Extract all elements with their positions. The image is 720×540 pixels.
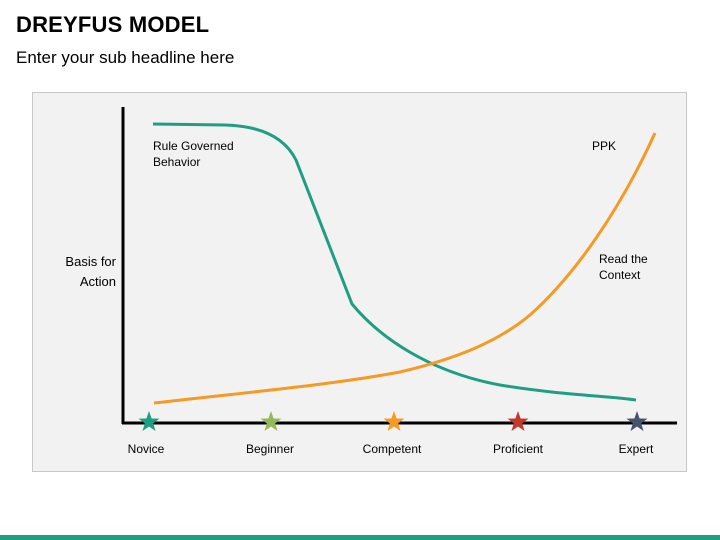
stage-label-novice: Novice xyxy=(127,442,165,456)
ppk-curve xyxy=(153,132,657,405)
page-title: DREYFUS MODEL xyxy=(16,12,210,37)
star-icon-proficient xyxy=(507,411,529,431)
stage-label-beginner: Beginner xyxy=(245,442,295,456)
ppk-label: PPK xyxy=(592,139,617,153)
diagram-panel xyxy=(32,92,687,472)
read-context-label-line1: Read the xyxy=(599,252,648,266)
rule-governed-label-line2: Behavior xyxy=(153,155,201,169)
y-axis-label: Basis for Action xyxy=(50,252,116,292)
y-axis-label-line1: Basis for xyxy=(65,254,116,269)
rule-governed-label: Rule Governed Behavior xyxy=(153,138,234,170)
stage-label-proficient: Proficient xyxy=(492,442,544,456)
rule-governed-label-line1: Rule Governed xyxy=(153,139,234,153)
y-axis-label-line2: Action xyxy=(79,274,116,289)
page-subtitle: Enter your sub headline here xyxy=(16,48,235,67)
star-icon-expert xyxy=(626,411,648,431)
stage-label-competent: Competent xyxy=(362,442,422,456)
stage-label-expert: Expert xyxy=(618,442,654,456)
rule-governed-curve xyxy=(152,122,637,402)
read-context-label-line2: Context xyxy=(599,268,641,282)
star-icon-competent xyxy=(383,411,405,431)
footer-accent-bar xyxy=(0,535,720,540)
read-context-label: Read the Context xyxy=(599,251,648,283)
stage-stars xyxy=(138,411,648,431)
star-icon-novice xyxy=(138,411,160,431)
star-icon-beginner xyxy=(260,411,282,431)
